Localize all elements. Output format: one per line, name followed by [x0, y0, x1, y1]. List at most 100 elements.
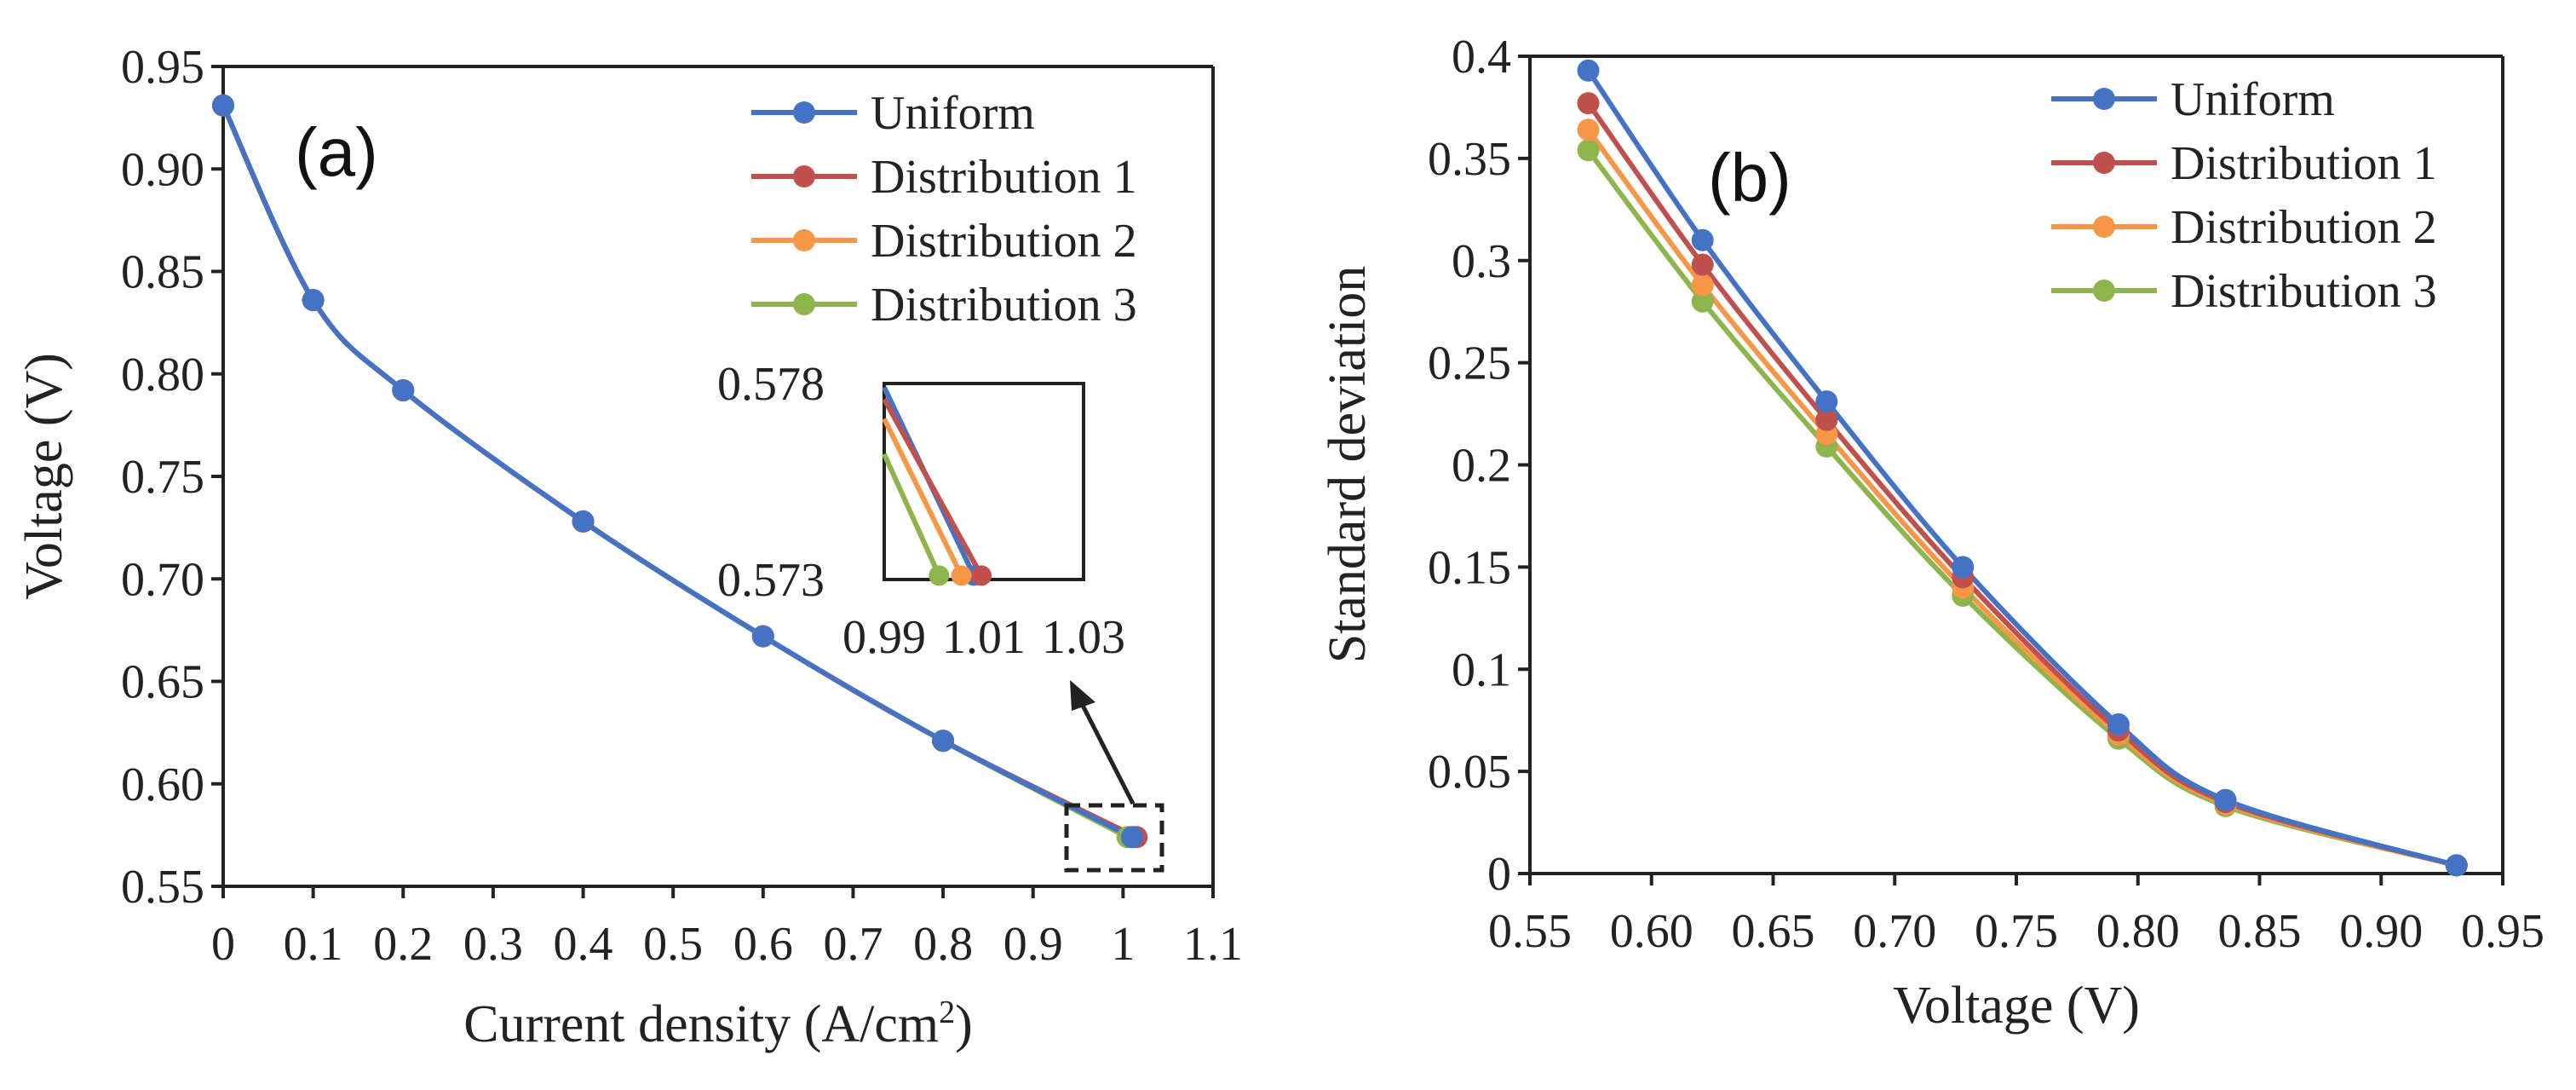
chart-b-x-tick-label: 0.85: [2218, 905, 2302, 958]
chart-b-point-uniform: [2214, 788, 2237, 811]
chart-b-series-points: [1577, 59, 2468, 877]
chart-b-y-axis-title: Standard deviation: [1319, 266, 1377, 664]
chart-a-y-ticks: 0.55 0.60 0.65 0.70 0.75 0.80 0.85 0.90 0.95: [121, 41, 223, 914]
chart-a-y-tick-label: 0.70: [121, 553, 204, 606]
chart-b-legend: Uniform Distribution 1 Distribution 2 Distr…: [2051, 73, 2437, 318]
chart-b-y-tick-label: 0.05: [1428, 746, 1511, 799]
chart-a-y-tick-label: 0.75: [121, 451, 204, 504]
chart-a-y-tick-label: 0.55: [121, 861, 204, 914]
chart-b-legend-swatch-marker: [2093, 216, 2115, 238]
chart-b-x-tick-label: 0.60: [1610, 905, 1693, 958]
chart-a-x-tick-label: 0.4: [554, 918, 613, 971]
chart-b-y-tick-label: 0.25: [1428, 337, 1511, 390]
chart-a: 0.550.600.650.700.750.800.850.900.95 0 0.…: [15, 41, 1243, 1053]
chart-a-inset-point-distribution_2: [951, 565, 972, 586]
chart-b-x-tick-label: 0.55: [1488, 905, 1572, 958]
chart-b: 00.050.10.150.20.250.30.350.4 0.55 0.60 0.…: [1319, 31, 2544, 1035]
chart-b-point-distribution_2: [1577, 118, 1600, 141]
chart-a-x-tick-label: 1: [1111, 918, 1135, 971]
chart-b-point-distribution_2: [1691, 274, 1714, 297]
chart-a-y-tick-label: 0.95: [121, 41, 204, 94]
chart-b-point-distribution_1: [1815, 408, 1838, 431]
chart-b-point-distribution_3: [1691, 290, 1714, 313]
chart-a-y-tick-label: 0.90: [121, 143, 204, 196]
chart-b-panel-label: (b): [1708, 140, 1791, 216]
chart-a-point-uniform: [392, 378, 415, 401]
chart-a-x-axis-title-sup: 2: [939, 995, 955, 1030]
chart-a-x-tick-label: 0.9: [1003, 918, 1063, 971]
chart-b-x-tick-label: 0.65: [1732, 905, 1815, 958]
chart-a-zoom-arrowhead: [1070, 680, 1095, 711]
chart-a-inset-x-tick-label: 0.99: [842, 611, 926, 664]
chart-a-inset-x-tick-label: 1.01: [942, 611, 1026, 664]
chart-a-legend: Uniform Distribution 1 Distribution 2 Distr…: [751, 87, 1137, 332]
chart-b-point-uniform: [1952, 556, 1975, 579]
chart-b-y-tick-label: 0.35: [1428, 133, 1511, 186]
chart-a-x-tick-label: 0.2: [373, 918, 433, 971]
chart-a-point-uniform: [751, 625, 774, 648]
chart-a-x-ticks: 0 0.1 0.2 0.3 0.4 0.5 0.6 0.7 0.8 0.9 1 1.1: [211, 886, 1243, 971]
chart-a-x-axis-title: Current density (A/cm2): [463, 995, 973, 1053]
chart-a-inset-lines: [882, 386, 984, 577]
chart-b-y-tick-label: 0.2: [1452, 440, 1511, 493]
chart-b-legend-swatch-marker: [2093, 280, 2115, 302]
chart-b-point-uniform: [1691, 228, 1714, 251]
chart-a-point-uniform: [572, 510, 595, 533]
chart-b-point-uniform: [1577, 59, 1600, 82]
chart-a-x-tick-label: 0.6: [733, 918, 793, 971]
chart-a-x-tick-label: 0.7: [823, 918, 883, 971]
chart-a-point-uniform: [212, 94, 234, 117]
chart-a-y-tick-label: 0.85: [121, 246, 204, 299]
chart-b-point-uniform: [2107, 712, 2130, 735]
chart-a-inset-y-tick-label: 0.573: [717, 554, 825, 607]
chart-b-x-ticks: 0.55 0.60 0.65 0.70 0.75 0.80 0.85 0.90 0.95: [1488, 874, 2544, 958]
chart-a-legend-label: Distribution 3: [871, 279, 1137, 332]
chart-b-legend-label: Uniform: [2171, 73, 2335, 126]
chart-b-point-distribution_1: [1577, 92, 1600, 115]
chart-a-legend-swatch-marker: [793, 101, 815, 124]
chart-a-panel-label: (a): [295, 114, 378, 190]
chart-a-point-uniform: [1120, 826, 1143, 849]
chart-b-x-tick-label: 0.80: [2096, 905, 2180, 958]
chart-b-y-tick-label: 0.15: [1428, 541, 1511, 594]
chart-b-y-tick-label: 0.1: [1452, 643, 1511, 696]
chart-b-legend-swatch-marker: [2093, 88, 2115, 110]
chart-a-inset: 0.99 1.01 1.03 0.573 0.578: [717, 358, 1125, 664]
chart-b-x-axis-title: Voltage (V): [1893, 977, 2140, 1035]
chart-a-series-points: [212, 94, 1148, 849]
chart-a-y-tick-label: 0.60: [121, 758, 204, 811]
chart-a-y-tick-label: 0.65: [121, 656, 204, 709]
chart-a-inset-x-tick-label: 1.03: [1042, 611, 1125, 664]
chart-a-x-tick-label: 0.5: [643, 918, 703, 971]
chart-b-y-tick-label: 0.3: [1452, 235, 1511, 288]
chart-a-inset-y-tick-label: 0.578: [717, 358, 825, 411]
chart-b-y-ticks: 0 0.05 0.1 0.15 0.2 0.25 0.3 0.35 0.4: [1428, 31, 1530, 901]
chart-a-zoom-arrow: [1075, 694, 1136, 805]
chart-a-x-tick-label: 0: [211, 918, 235, 971]
chart-b-x-tick-label: 0.75: [1975, 905, 2058, 958]
chart-a-zoom-box: [1064, 803, 1164, 873]
chart-a-inset-points: [929, 565, 992, 586]
chart-a-x-tick-label: 0.3: [463, 918, 523, 971]
chart-b-legend-swatch-marker: [2093, 152, 2115, 174]
chart-a-inset-ticks: 0.99 1.01 1.03 0.573 0.578: [717, 358, 1125, 664]
chart-a-x-tick-label: 1.1: [1183, 918, 1243, 971]
chart-a-legend-swatch-marker: [793, 165, 815, 187]
chart-b-x-tick-label: 0.90: [2339, 905, 2423, 958]
chart-b-legend-label: Distribution 3: [2171, 265, 2437, 318]
chart-a-legend-swatch-marker: [793, 293, 815, 315]
chart-b-y-tick-label: 0: [1487, 848, 1511, 901]
chart-a-point-uniform: [302, 289, 325, 312]
chart-a-x-tick-label: 0.8: [913, 918, 973, 971]
chart-a-inset-point-distribution_3: [929, 565, 950, 586]
chart-a-legend-label: Uniform: [871, 87, 1035, 140]
chart-b-point-uniform: [1815, 390, 1838, 413]
chart-a-x-axis-title-close: ): [955, 995, 973, 1053]
chart-a-legend-label: Distribution 2: [871, 215, 1137, 268]
chart-a-y-axis-title: Voltage (V): [15, 353, 73, 600]
chart-b-series-line-distribution_3: [1586, 148, 2458, 868]
chart-a-inset-line-distribution_3: [882, 453, 942, 577]
chart-a-point-uniform: [932, 730, 955, 753]
chart-b-legend-label: Distribution 1: [2171, 137, 2437, 190]
